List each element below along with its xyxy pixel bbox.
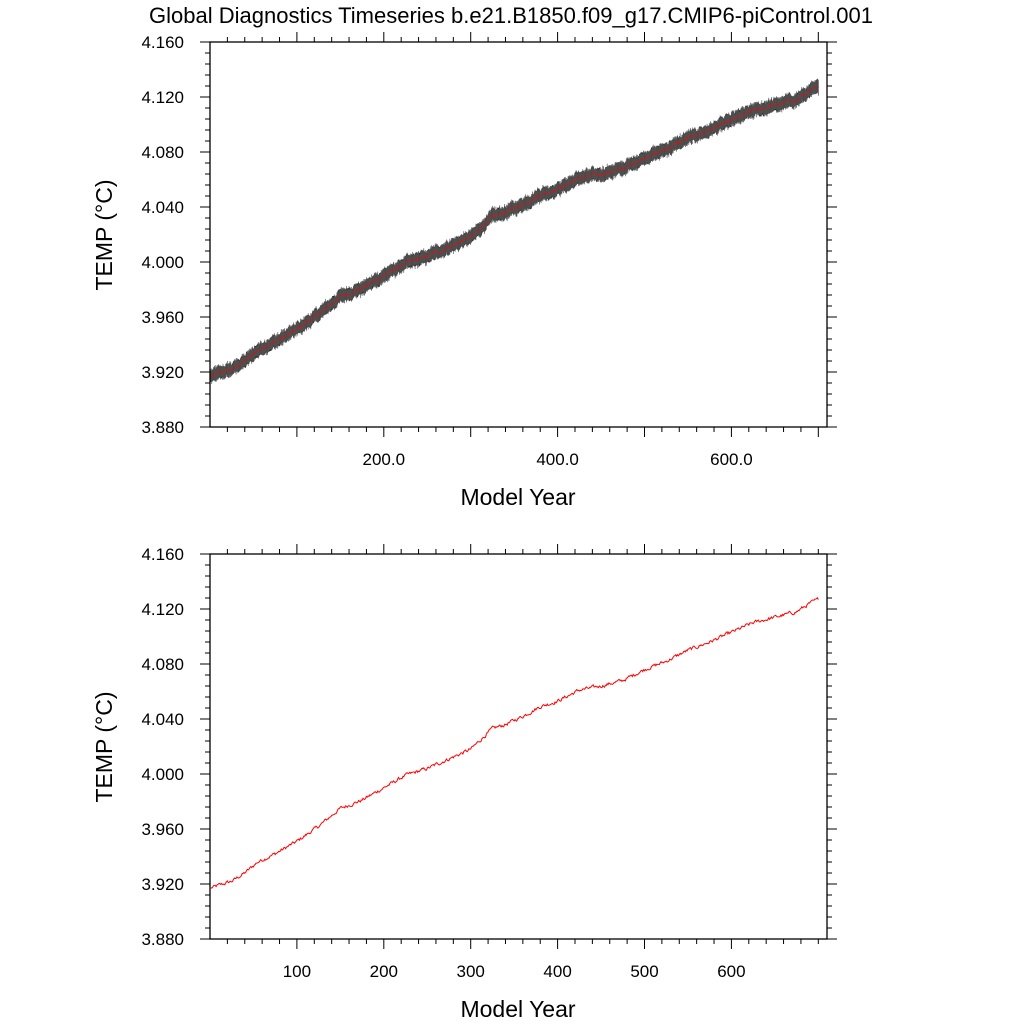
monthly-temp-band-texture [210,78,819,384]
x-tick-label: 600.0 [710,450,753,469]
bottom-y-tick-labels: 3.880 3.920 3.960 4.000 4.040 4.080 4.120 4.160 [141,545,184,949]
x-tick-label: 200 [370,962,398,981]
y-tick-label: 3.880 [141,418,184,437]
top-y-tick-labels: 3.880 3.920 3.960 4.000 4.040 4.080 4.120 4.160 [141,33,184,437]
chart-title: Global Diagnostics Timeseries b.e21.B185… [149,3,873,28]
bottom-y-axis-title: TEMP (°C) [91,692,117,803]
y-tick-label: 4.080 [141,655,184,674]
x-tick-label: 200.0 [363,450,406,469]
y-tick-label: 4.120 [141,88,184,107]
top-panel: 3.880 3.920 3.960 4.000 4.040 4.080 4.120 4.160… [91,32,837,510]
bottom-panel: 3.880 3.920 3.960 4.000 4.040 4.080 4.120 4.160… [91,544,837,1022]
y-tick-label: 3.960 [141,308,184,327]
x-tick-label: 400 [543,962,571,981]
top-plot-frame [209,41,828,428]
top-x-axis-title: Model Year [460,484,575,510]
bottom-x-axis-title: Model Year [460,996,575,1022]
bottom-x-tick-labels: 100 200 300 400 500 600 [283,962,746,981]
top-panel-series [210,78,819,384]
x-tick-label: 400.0 [536,450,579,469]
bottom-panel-series [210,596,819,889]
bottom-panel-ticks [200,544,837,949]
y-tick-label: 3.920 [141,875,184,894]
y-tick-label: 4.000 [141,253,184,272]
y-tick-label: 3.920 [141,363,184,382]
x-tick-label: 100 [283,962,311,981]
y-tick-label: 4.160 [141,545,184,564]
annual-mean-temp-line [210,596,819,889]
y-tick-label: 3.960 [141,820,184,839]
x-tick-label: 500 [630,962,658,981]
top-x-tick-labels: 200.0 400.0 600.0 [363,450,753,469]
annual-mean-temp-line [210,84,819,377]
y-tick-label: 4.000 [141,765,184,784]
x-tick-label: 600 [717,962,745,981]
y-tick-label: 3.880 [141,930,184,949]
x-tick-label: 300 [457,962,485,981]
y-tick-label: 4.080 [141,143,184,162]
y-tick-label: 4.160 [141,33,184,52]
top-panel-ticks [200,32,837,437]
top-y-axis-title: TEMP (°C) [91,180,117,291]
y-tick-label: 4.040 [141,710,184,729]
y-tick-label: 4.120 [141,600,184,619]
y-tick-label: 4.040 [141,198,184,217]
bottom-plot-frame [209,553,828,940]
